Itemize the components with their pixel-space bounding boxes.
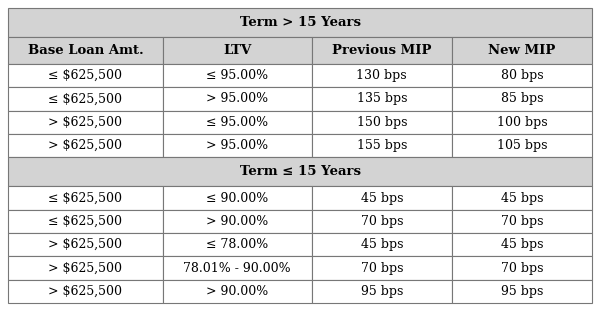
Bar xyxy=(311,210,452,233)
Text: 70 bps: 70 bps xyxy=(500,215,543,228)
Bar xyxy=(8,210,163,233)
Text: ≤ 95.00%: ≤ 95.00% xyxy=(206,116,268,129)
Text: ≤ 78.00%: ≤ 78.00% xyxy=(206,238,268,251)
Bar xyxy=(163,134,311,157)
Text: LTV: LTV xyxy=(223,44,251,57)
Bar xyxy=(452,111,592,134)
Bar xyxy=(311,233,452,256)
Bar xyxy=(163,37,311,64)
Text: 70 bps: 70 bps xyxy=(361,262,403,275)
Bar xyxy=(311,280,452,303)
Text: ≤ 95.00%: ≤ 95.00% xyxy=(206,69,268,82)
Text: 80 bps: 80 bps xyxy=(500,69,543,82)
Bar xyxy=(452,233,592,256)
Text: 70 bps: 70 bps xyxy=(500,262,543,275)
Bar xyxy=(8,87,163,111)
Text: > $625,500: > $625,500 xyxy=(49,238,122,251)
Bar xyxy=(452,87,592,111)
Bar xyxy=(311,111,452,134)
Bar xyxy=(8,64,163,87)
Text: > 95.00%: > 95.00% xyxy=(206,139,268,152)
Text: 155 bps: 155 bps xyxy=(356,139,407,152)
Text: Term ≤ 15 Years: Term ≤ 15 Years xyxy=(239,165,361,178)
Bar xyxy=(311,37,452,64)
Text: ≤ $625,500: ≤ $625,500 xyxy=(49,92,122,105)
Bar xyxy=(311,186,452,210)
Bar xyxy=(311,256,452,280)
Bar xyxy=(163,280,311,303)
Bar xyxy=(163,111,311,134)
Text: 135 bps: 135 bps xyxy=(356,92,407,105)
Text: Term > 15 Years: Term > 15 Years xyxy=(239,16,361,29)
Text: New MIP: New MIP xyxy=(488,44,556,57)
Text: Previous MIP: Previous MIP xyxy=(332,44,431,57)
Text: 45 bps: 45 bps xyxy=(361,192,403,205)
Text: ≤ $625,500: ≤ $625,500 xyxy=(49,215,122,228)
Text: ≤ 90.00%: ≤ 90.00% xyxy=(206,192,268,205)
Text: 45 bps: 45 bps xyxy=(361,238,403,251)
Text: ≤ $625,500: ≤ $625,500 xyxy=(49,69,122,82)
Bar xyxy=(8,233,163,256)
Bar xyxy=(163,210,311,233)
Bar xyxy=(8,157,592,186)
Bar xyxy=(311,64,452,87)
Text: 78.01% - 90.00%: 78.01% - 90.00% xyxy=(184,262,291,275)
Bar xyxy=(8,134,163,157)
Bar xyxy=(163,87,311,111)
Bar xyxy=(452,210,592,233)
Bar xyxy=(452,134,592,157)
Bar xyxy=(311,87,452,111)
Bar xyxy=(8,186,163,210)
Bar xyxy=(8,111,163,134)
Bar xyxy=(163,186,311,210)
Text: > 90.00%: > 90.00% xyxy=(206,285,268,298)
Text: 85 bps: 85 bps xyxy=(500,92,543,105)
Bar xyxy=(163,233,311,256)
Bar xyxy=(452,64,592,87)
Bar xyxy=(8,8,592,37)
Text: 95 bps: 95 bps xyxy=(361,285,403,298)
Text: > $625,500: > $625,500 xyxy=(49,116,122,129)
Bar xyxy=(452,280,592,303)
Text: 105 bps: 105 bps xyxy=(497,139,547,152)
Bar xyxy=(8,37,163,64)
Bar xyxy=(163,256,311,280)
Text: 130 bps: 130 bps xyxy=(356,69,407,82)
Bar xyxy=(163,64,311,87)
Text: 45 bps: 45 bps xyxy=(500,238,543,251)
Bar xyxy=(452,37,592,64)
Bar xyxy=(452,256,592,280)
Text: > $625,500: > $625,500 xyxy=(49,262,122,275)
Bar xyxy=(311,134,452,157)
Bar xyxy=(8,280,163,303)
Text: ≤ $625,500: ≤ $625,500 xyxy=(49,192,122,205)
Text: 95 bps: 95 bps xyxy=(501,285,543,298)
Text: > 95.00%: > 95.00% xyxy=(206,92,268,105)
Bar xyxy=(452,186,592,210)
Text: 45 bps: 45 bps xyxy=(500,192,543,205)
Text: 100 bps: 100 bps xyxy=(497,116,547,129)
Text: > $625,500: > $625,500 xyxy=(49,139,122,152)
Text: Base Loan Amt.: Base Loan Amt. xyxy=(28,44,143,57)
Bar xyxy=(8,256,163,280)
Text: > 90.00%: > 90.00% xyxy=(206,215,268,228)
Text: 150 bps: 150 bps xyxy=(356,116,407,129)
Text: 70 bps: 70 bps xyxy=(361,215,403,228)
Text: > $625,500: > $625,500 xyxy=(49,285,122,298)
